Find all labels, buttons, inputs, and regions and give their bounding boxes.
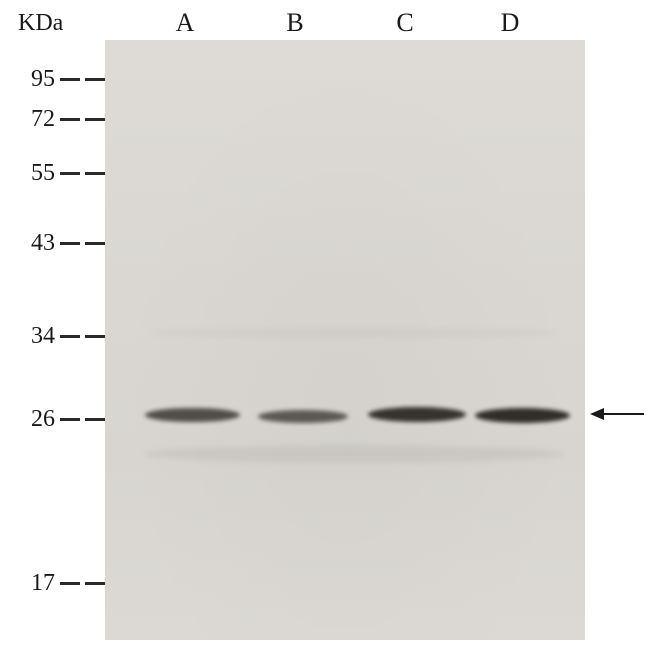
marker-tick	[85, 78, 105, 81]
arrow-icon	[590, 408, 604, 420]
axis-label-kda: KDa	[18, 10, 63, 37]
faint-band	[150, 328, 560, 338]
lane-label-b: B	[280, 8, 310, 38]
marker-tick	[85, 582, 105, 585]
marker-tick	[85, 242, 105, 245]
marker-tick	[85, 418, 105, 421]
marker-label: 17	[15, 570, 55, 597]
marker-tick	[60, 118, 80, 121]
marker-tick	[60, 582, 80, 585]
band-lane-a	[145, 408, 240, 422]
marker-label: 43	[15, 230, 55, 257]
band-lane-c	[368, 407, 466, 422]
marker-tick	[60, 335, 80, 338]
marker-label: 26	[15, 406, 55, 433]
marker-label: 72	[15, 106, 55, 133]
marker-tick	[85, 172, 105, 175]
lane-label-a: A	[170, 8, 200, 38]
marker-tick	[60, 172, 80, 175]
marker-tick	[60, 418, 80, 421]
lane-label-d: D	[495, 8, 525, 38]
blot-figure: KDa A B C D 95 72 55 43 34 26 17	[0, 0, 650, 660]
arrow-line	[604, 413, 644, 415]
marker-label: 34	[15, 323, 55, 350]
marker-tick	[60, 78, 80, 81]
band-lane-d	[475, 408, 570, 423]
marker-label: 55	[15, 160, 55, 187]
band-lane-b	[258, 410, 348, 423]
lane-label-c: C	[390, 8, 420, 38]
marker-label: 95	[15, 66, 55, 93]
marker-tick	[60, 242, 80, 245]
marker-tick	[85, 335, 105, 338]
blot-membrane	[105, 40, 585, 640]
marker-tick	[85, 118, 105, 121]
faint-band	[145, 445, 565, 463]
